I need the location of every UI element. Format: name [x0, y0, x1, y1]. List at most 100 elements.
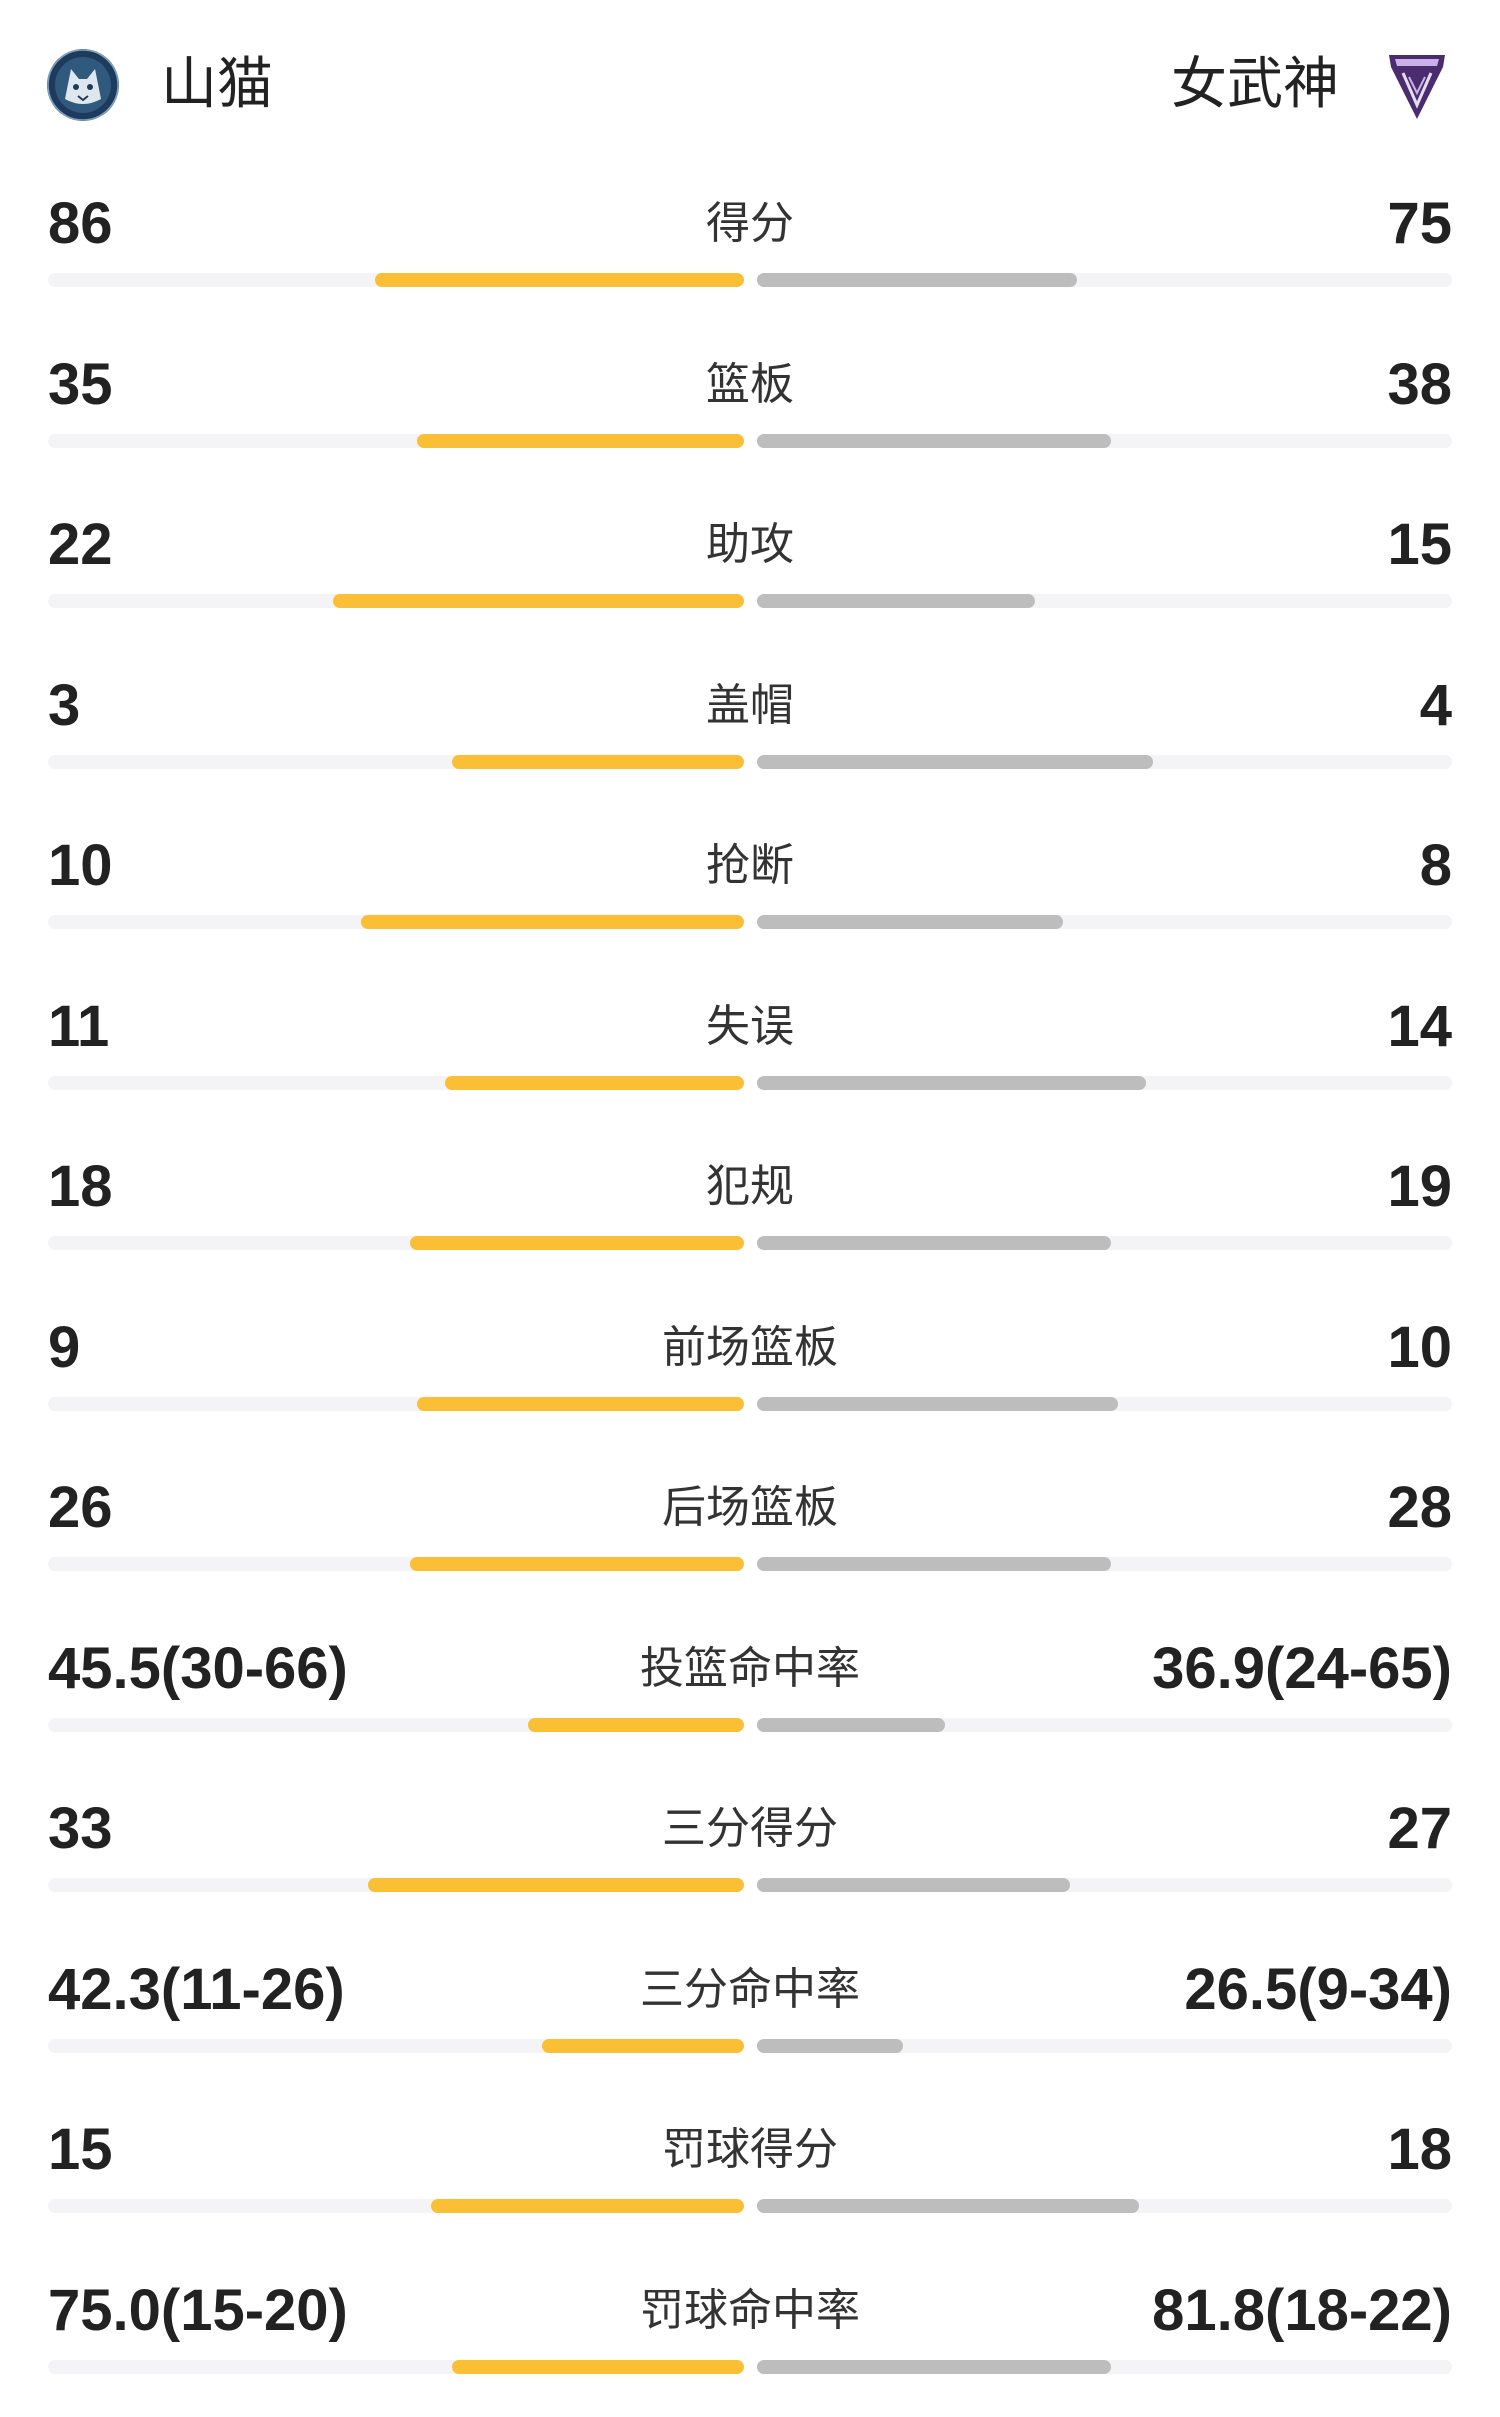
away-bar-track — [757, 594, 1452, 608]
home-stat-bar — [431, 2199, 744, 2213]
home-team-name: 山猫 — [161, 45, 273, 125]
away-bar-track — [757, 1397, 1452, 1411]
away-stat-bar — [757, 2360, 1111, 2374]
away-stat-value: 19 — [1387, 1153, 1452, 1221]
away-bar-track — [757, 755, 1452, 769]
away-bar-track — [757, 1557, 1452, 1571]
home-stat-bar — [417, 1397, 744, 1411]
away-stat-bar — [757, 434, 1111, 448]
away-stat-bar — [757, 2199, 1139, 2213]
away-stat-bar — [757, 1557, 1111, 1571]
home-bar-track — [48, 755, 744, 769]
away-stat-value: 8 — [1420, 832, 1452, 900]
home-bar-track — [48, 2360, 744, 2374]
home-bar-track — [48, 1878, 744, 1892]
home-stat-bar — [528, 1718, 744, 1732]
stat-label: 罚球得分 — [0, 2121, 1500, 2179]
away-stat-value: 27 — [1387, 1795, 1452, 1863]
away-stat-value: 15 — [1387, 511, 1452, 579]
golden-state-valkyries-logo-icon — [1379, 47, 1455, 123]
home-bar-track — [48, 1397, 744, 1411]
away-bar-track — [757, 2360, 1452, 2374]
home-stat-bar — [452, 755, 744, 769]
home-stat-bar — [375, 273, 744, 287]
stat-label: 失误 — [0, 998, 1500, 1056]
home-bar-track — [48, 915, 744, 929]
team-header: 山猫 女武神 — [0, 0, 1500, 170]
away-stat-value: 75 — [1387, 190, 1452, 258]
away-stat-bar — [757, 1236, 1111, 1250]
away-bar-track — [757, 1236, 1452, 1250]
away-bar-track — [757, 434, 1452, 448]
home-team[interactable]: 山猫 — [45, 45, 273, 125]
stat-label: 犯规 — [0, 1158, 1500, 1216]
away-stat-value: 4 — [1420, 672, 1452, 740]
away-bar-track — [757, 273, 1452, 287]
home-bar-track — [48, 1076, 744, 1090]
home-bar-track — [48, 2039, 744, 2053]
away-team-name: 女武神 — [1171, 45, 1339, 125]
away-stat-bar — [757, 1878, 1070, 1892]
away-stat-bar — [757, 915, 1063, 929]
home-stat-bar — [361, 915, 744, 929]
away-stat-value: 81.8(18-22) — [1152, 2277, 1452, 2345]
stat-label: 后场篮板 — [0, 1479, 1500, 1537]
away-stat-bar — [757, 273, 1077, 287]
away-stat-bar — [757, 1397, 1118, 1411]
minnesota-lynx-logo-icon — [45, 47, 121, 123]
home-stat-bar — [410, 1236, 744, 1250]
away-bar-track — [757, 2039, 1452, 2053]
stat-label: 篮板 — [0, 356, 1500, 414]
home-stat-bar — [410, 1557, 744, 1571]
home-stat-bar — [333, 594, 744, 608]
away-stat-value: 36.9(24-65) — [1152, 1635, 1452, 1703]
away-stat-value: 18 — [1387, 2116, 1452, 2184]
home-stat-bar — [452, 2360, 744, 2374]
home-stat-bar — [445, 1076, 744, 1090]
stat-label: 三分得分 — [0, 1800, 1500, 1858]
away-stat-bar — [757, 1076, 1146, 1090]
away-stat-value: 38 — [1387, 351, 1452, 419]
home-bar-track — [48, 594, 744, 608]
stat-label: 前场篮板 — [0, 1319, 1500, 1377]
stat-label: 得分 — [0, 195, 1500, 253]
home-stat-bar — [417, 434, 744, 448]
home-stat-bar — [542, 2039, 744, 2053]
away-stat-value: 28 — [1387, 1474, 1452, 1542]
home-bar-track — [48, 434, 744, 448]
away-bar-track — [757, 915, 1452, 929]
home-stat-bar — [368, 1878, 744, 1892]
away-bar-track — [757, 1718, 1452, 1732]
home-bar-track — [48, 273, 744, 287]
away-bar-track — [757, 1076, 1452, 1090]
away-stat-value: 10 — [1387, 1314, 1452, 1382]
home-bar-track — [48, 1236, 744, 1250]
stat-label: 抢断 — [0, 837, 1500, 895]
away-bar-track — [757, 1878, 1452, 1892]
away-stat-bar — [757, 2039, 903, 2053]
away-stat-bar — [757, 755, 1153, 769]
away-stat-bar — [757, 1718, 945, 1732]
away-bar-track — [757, 2199, 1452, 2213]
away-team[interactable]: 女武神 — [1171, 45, 1455, 125]
home-bar-track — [48, 1557, 744, 1571]
home-bar-track — [48, 2199, 744, 2213]
stat-label: 助攻 — [0, 516, 1500, 574]
away-stat-value: 26.5(9-34) — [1184, 1956, 1452, 2024]
home-bar-track — [48, 1718, 744, 1732]
